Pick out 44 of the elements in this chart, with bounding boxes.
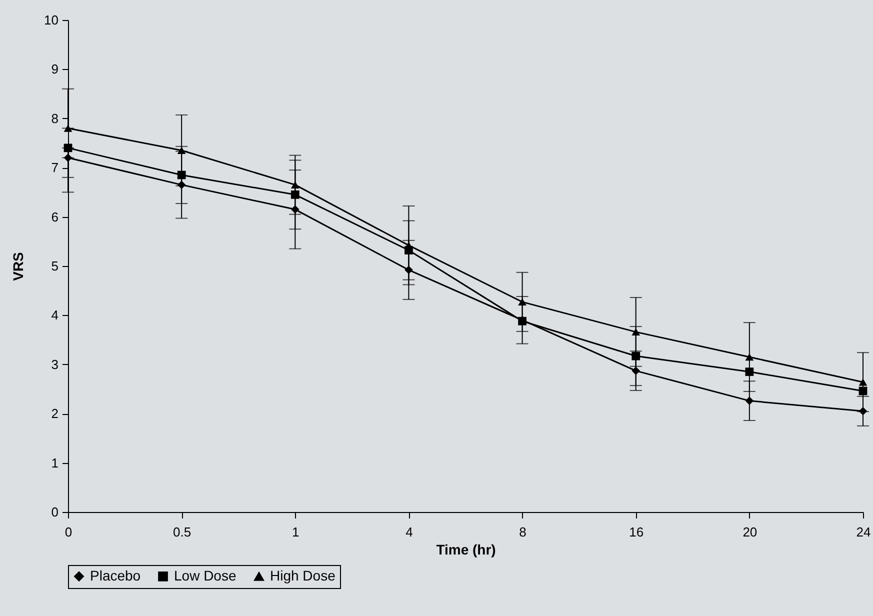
- x-tick-label: 8: [519, 524, 526, 540]
- point: [404, 266, 413, 274]
- y-tick-label: 7: [51, 160, 58, 176]
- x-tick-label: 16: [629, 524, 644, 540]
- y-tick-label: 5: [51, 258, 58, 274]
- point: [290, 181, 300, 188]
- y-tick-label: 1: [51, 455, 58, 470]
- x-tick-label: 4: [406, 524, 413, 540]
- y-axis-title: VRS: [10, 252, 26, 281]
- point: [632, 328, 640, 336]
- point: [64, 124, 72, 132]
- x-tick-label: 0: [64, 524, 72, 540]
- y-tick-label: 2: [51, 406, 58, 422]
- x-tick-label: 20: [742, 524, 758, 540]
- legend-label: Placebo: [90, 567, 141, 584]
- y-tick-label: 4: [51, 308, 58, 323]
- point: [632, 352, 640, 360]
- point: [745, 396, 754, 405]
- x-tick-label: 1: [292, 524, 300, 540]
- point: [745, 368, 754, 376]
- y-tick-label: 3: [51, 356, 58, 372]
- legend-label: Low Dose: [174, 567, 236, 584]
- point: [858, 406, 868, 416]
- point: [745, 353, 754, 361]
- y-tick-label: 10: [44, 12, 58, 28]
- point: [177, 146, 186, 154]
- y-tick-label: 0: [51, 504, 58, 520]
- x-axis-title: Time (hr): [436, 542, 496, 558]
- point: [518, 298, 526, 306]
- point: [632, 366, 640, 375]
- x-tick-label: 24: [856, 524, 871, 540]
- point: [177, 170, 186, 180]
- point: [858, 386, 868, 396]
- point: [290, 190, 300, 199]
- point: [177, 180, 186, 190]
- point: [290, 205, 300, 214]
- y-tick-label: 9: [51, 62, 58, 77]
- y-tick-label: 8: [51, 110, 58, 126]
- y-tick-label: 6: [51, 209, 58, 224]
- x-tick-label: 0.5: [173, 524, 192, 540]
- point: [858, 378, 868, 386]
- point: [64, 144, 72, 152]
- legend-label: High Dose: [270, 568, 336, 584]
- point: [64, 154, 72, 162]
